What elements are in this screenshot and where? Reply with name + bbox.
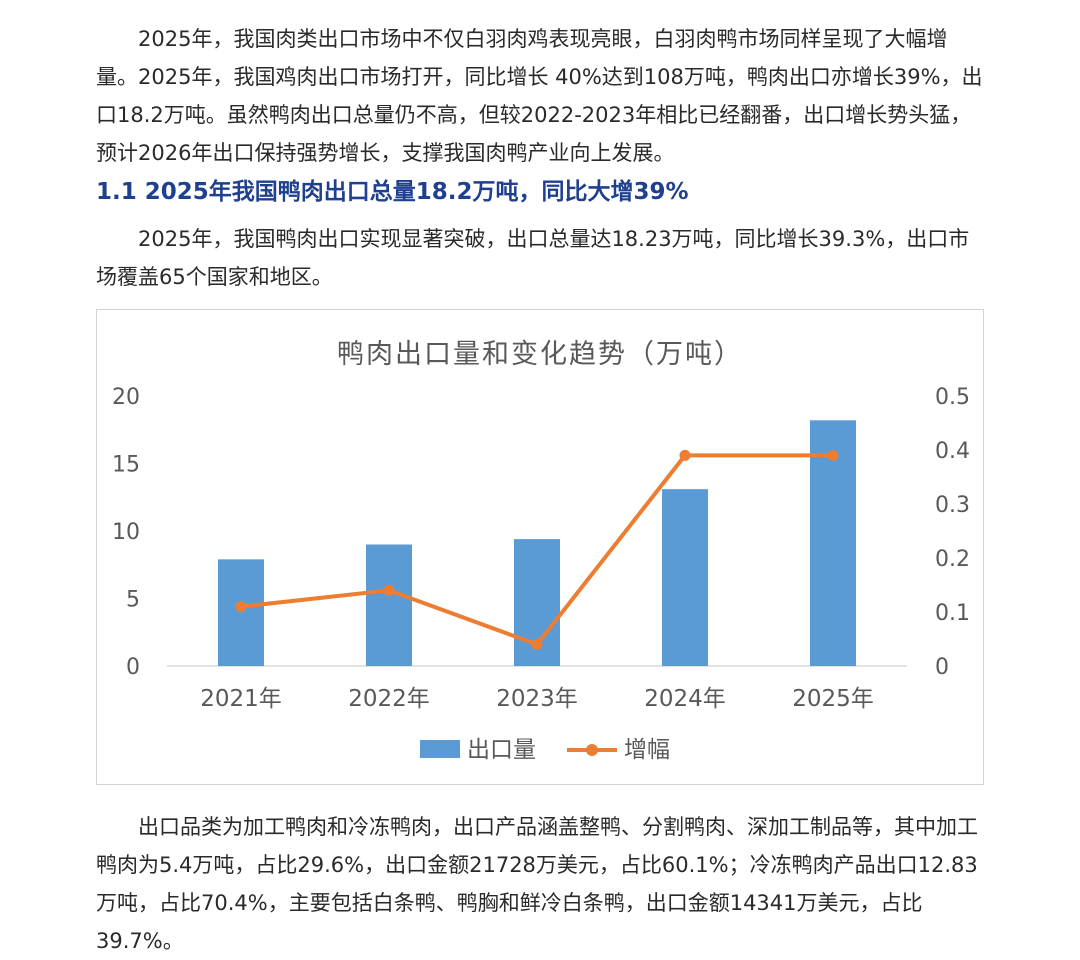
legend-swatch-export-volume xyxy=(420,740,460,758)
legend-label-growth-rate: 增幅 xyxy=(624,737,670,763)
y-right-tick-label: 0.1 xyxy=(935,601,970,626)
line-point-growth-rate xyxy=(383,584,395,596)
y-right-tick-label: 0.3 xyxy=(935,493,970,518)
legend-label-export-volume: 出口量 xyxy=(467,737,536,763)
x-tick-label: 2023年 xyxy=(496,686,578,712)
y-right-tick-label: 0.2 xyxy=(935,547,970,572)
y-right-tick-label: 0 xyxy=(935,655,949,680)
legend-marker-growth-rate xyxy=(586,744,598,756)
x-tick-label: 2024年 xyxy=(644,686,726,712)
bar-export-volume xyxy=(810,420,856,666)
y-left-tick-label: 0 xyxy=(126,655,140,680)
line-point-growth-rate xyxy=(679,449,691,461)
y-right-tick-label: 0.5 xyxy=(935,385,970,410)
x-tick-label: 2022年 xyxy=(348,686,430,712)
x-tick-label: 2021年 xyxy=(200,686,282,712)
y-left-tick-label: 5 xyxy=(126,588,140,613)
chart-plot: 0 5 10 15 20 0 0.1 0.2 0.3 0.4 0.5 2021年 2022年 2023年 2… xyxy=(112,385,970,763)
bar-export-volume xyxy=(218,559,264,666)
y-left-tick-label: 10 xyxy=(112,520,140,545)
duck-export-chart: 鸭肉出口量和变化趋势（万吨） 0 5 10 15 20 0 0.1 0.2 0.3 0.4 0.5 2… xyxy=(96,309,984,785)
y-right-tick-label: 0.4 xyxy=(935,439,970,464)
bar-export-volume xyxy=(662,489,708,666)
summary-paragraph: 2025年，我国鸭肉出口实现显著突破，出口总量达18.23万吨，同比增长39.3… xyxy=(96,227,970,289)
line-point-growth-rate xyxy=(827,449,839,461)
intro-paragraph: 2025年，我国肉类出口市场中不仅白羽肉鸡表现亮眼，白羽肉鸭市场同样呈现了大幅增… xyxy=(96,27,983,165)
chart-title: 鸭肉出口量和变化趋势（万吨） xyxy=(337,339,743,370)
detail-paragraph: 出口品类为加工鸭肉和冷冻鸭肉，出口产品涵盖整鸭、分割鸭肉、深加工制品等，其中加工… xyxy=(96,815,978,953)
bar-export-volume xyxy=(366,544,412,666)
section-heading: 1.1 2025年我国鸭肉出口总量18.2万吨，同比大增39% xyxy=(96,179,689,205)
line-point-growth-rate xyxy=(235,601,247,613)
y-left-tick-label: 20 xyxy=(112,385,140,410)
line-point-growth-rate xyxy=(531,638,543,650)
x-tick-label: 2025年 xyxy=(792,686,874,712)
y-left-tick-label: 15 xyxy=(112,453,140,478)
